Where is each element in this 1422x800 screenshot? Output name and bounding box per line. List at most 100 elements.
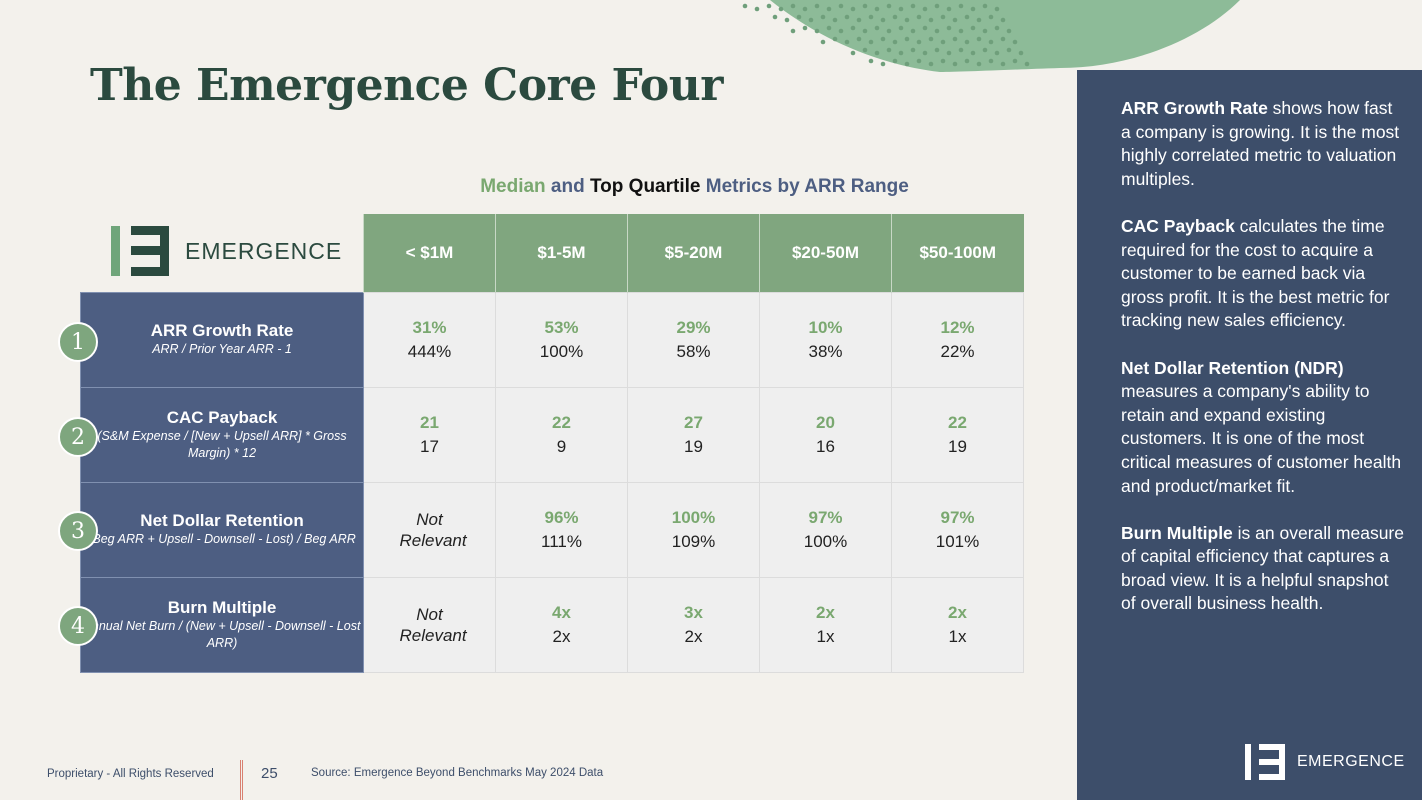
decorative-dot <box>958 47 964 53</box>
decorative-dot <box>988 58 994 64</box>
decorative-dot <box>988 14 994 20</box>
desc-burn-multiple: Burn Multiple is an overall measure of c… <box>1121 522 1406 616</box>
decorative-dot <box>838 28 844 34</box>
decorative-dot <box>850 25 856 31</box>
decorative-dot <box>898 25 904 31</box>
table-cell: 22 9 <box>495 386 628 483</box>
decorative-dot <box>946 50 952 56</box>
subtitle-and: and <box>550 176 585 197</box>
decorative-dot <box>880 61 886 67</box>
desc-text: is an overall measure of capital efficie… <box>1121 522 1404 614</box>
decorative-dot <box>928 61 934 67</box>
decorative-dot <box>922 50 928 56</box>
median-value: 4x <box>552 602 571 622</box>
median-value: 20 <box>816 412 835 432</box>
desc-term: Net Dollar Retention (NDR) <box>1121 357 1344 378</box>
decorative-dot <box>850 6 856 12</box>
decorative-dot <box>970 6 976 12</box>
decorative-dot <box>766 3 772 9</box>
decorative-dot <box>916 39 922 45</box>
not-relevant: Not Relevant <box>399 604 467 645</box>
decorative-dot <box>832 36 838 42</box>
median-value: 96% <box>544 507 579 527</box>
decorative-dot <box>1000 61 1006 67</box>
median-value: 27 <box>684 412 703 432</box>
header-blank <box>81 214 364 292</box>
decorative-dot <box>940 14 946 20</box>
decorative-dot <box>1006 47 1012 53</box>
decorative-dot <box>808 17 814 23</box>
decorative-dot <box>892 39 898 45</box>
table-cell: 12% 22% <box>891 291 1024 388</box>
top-quartile-value: 101% <box>935 531 980 551</box>
decorative-dot <box>934 28 940 34</box>
decorative-dot <box>976 36 982 42</box>
metric-name: CAC Payback <box>166 407 278 427</box>
decorative-dot <box>982 28 988 34</box>
top-quartile-value: 100% <box>539 341 584 361</box>
top-quartile-value: 2x <box>684 626 703 646</box>
decorative-dot <box>964 58 970 64</box>
top-quartile-value: 19 <box>948 436 967 456</box>
metric-number-badge: 4 <box>58 606 98 646</box>
emergence-logo-icon <box>1245 744 1285 780</box>
table-cell: 22 19 <box>891 386 1024 483</box>
decorative-dot <box>1012 58 1018 64</box>
desc-text: calculates the time required for the cos… <box>1121 215 1390 331</box>
decorative-dot <box>1000 17 1006 23</box>
decorative-dot <box>790 3 796 9</box>
table-cell: 10% 38% <box>759 291 892 388</box>
decorative-dot <box>958 28 964 34</box>
decorative-dot <box>844 39 850 45</box>
median-value: 31% <box>412 317 447 337</box>
top-quartile-value: 22% <box>940 341 975 361</box>
desc-term: ARR Growth Rate <box>1121 98 1268 118</box>
metric-number-badge: 2 <box>58 417 98 457</box>
table-cell: 96% 111% <box>495 481 628 578</box>
decorative-dot <box>1006 28 1012 34</box>
decorative-dot <box>952 36 958 42</box>
metric-formula: Annual Net Burn / (New + Upsell - Downse… <box>83 618 361 650</box>
top-quartile-value: 109% <box>671 531 716 551</box>
decorative-dot <box>874 50 880 56</box>
table-row: Burn Multiple Annual Net Burn / (New + Up… <box>80 576 1024 673</box>
median-value: 97% <box>940 507 975 527</box>
decorative-dot <box>814 28 820 34</box>
decorative-dot <box>916 14 922 20</box>
desc-term: Burn Multiple <box>1121 522 1233 543</box>
table-cell: 2x 1x <box>891 576 1024 673</box>
header-row: < $1M $1-5M $5-20M $20-50M $50-100M <box>81 214 1024 292</box>
median-value: 53% <box>544 317 579 337</box>
decorative-dot <box>952 17 958 23</box>
median-value: 21 <box>420 412 439 432</box>
metric-label: Burn Multiple Annual Net Burn / (New + Up… <box>80 576 364 673</box>
decorative-dot <box>862 28 868 34</box>
metric-name: Net Dollar Retention <box>140 511 304 530</box>
top-quartile-value: 111% <box>541 531 582 551</box>
decorative-dot <box>814 3 820 9</box>
column-header: $20-50M <box>759 214 892 292</box>
decorative-dot <box>928 36 934 42</box>
table-row: Net Dollar Retention (Beg ARR + Upsell - … <box>80 481 1024 578</box>
decorative-dot <box>1018 50 1024 56</box>
top-quartile-value: 1x <box>816 626 835 646</box>
decorative-dot <box>796 14 802 20</box>
decorative-dot <box>856 36 862 42</box>
right-panel <box>1077 70 1422 800</box>
decorative-dot <box>970 25 976 31</box>
decorative-dot <box>880 36 886 42</box>
desc-text: shows how fast a company is growing. It … <box>1121 98 1400 189</box>
top-quartile-value: 2x <box>552 626 571 646</box>
decorative-dot <box>994 50 1000 56</box>
decorative-dot <box>934 47 940 53</box>
table-cell: Not Relevant <box>363 481 496 578</box>
decorative-dot <box>778 6 784 12</box>
table-cell: 31% 444% <box>363 291 496 388</box>
column-header: $50-100M <box>891 214 1024 292</box>
desc-cac-payback: CAC Payback calculates the time required… <box>1121 215 1406 333</box>
emergence-logo-icon <box>111 226 169 276</box>
decorative-dot <box>958 3 964 9</box>
decorative-dot <box>850 50 856 56</box>
decorative-dot <box>886 3 892 9</box>
decorative-dot <box>940 58 946 64</box>
